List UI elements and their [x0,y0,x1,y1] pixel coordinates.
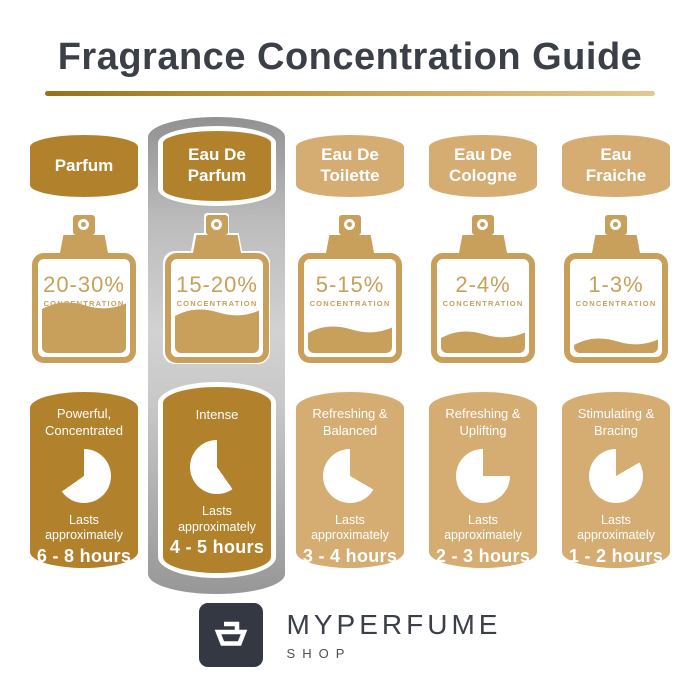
liquid-fill [574,338,658,353]
scent-profile: Refreshing & Uplifting [445,406,521,438]
duration-value: 1 - 2 hours [568,546,664,567]
nozzle-ring-icon [610,219,621,230]
duration-value: 2 - 3 hours [435,546,531,567]
bottle-body: 5-15% CONCENTRATION [298,253,402,363]
duration-card: Refreshing & Balanced Lasts approximatel… [296,392,404,568]
nozzle-ring-icon [344,219,355,230]
concentration-caption: CONCENTRATION [309,299,391,308]
scent-profile: Stimulating & Bracing [577,406,655,438]
scent-profile: Powerful, Concentrated [44,406,124,438]
lasts-caption: Lasts approximately [444,512,522,543]
perfume-bottle-icon: 15-20% CONCENTRATION [165,215,269,363]
spray-nozzle-icon [206,215,228,235]
bottle-neck [193,235,241,253]
column-eau-de-toilette: Eau De Toilette 5-15% CONCENTRATION Refr… [296,118,404,596]
nozzle-ring-icon [477,219,488,230]
concentration-caption: CONCENTRATION [442,299,524,308]
fragrance-type-label: Eau De Toilette [296,135,404,197]
liquid-wave-icon [175,309,259,317]
perfume-bottle-icon: 2-4% CONCENTRATION [431,215,535,363]
nozzle-ring-icon [211,219,222,230]
bottle-body: 20-30% CONCENTRATION [32,253,136,363]
column-parfum: Parfum 20-30% CONCENTRATION Powerful, Co… [30,118,138,596]
bottle-neck [459,235,507,253]
duration-value: 4 - 5 hours [169,537,265,558]
lasts-caption: Lasts approximately [577,512,655,543]
liquid-fill [175,309,259,353]
spray-nozzle-icon [339,215,361,235]
duration-card: Refreshing & Uplifting Lasts approximate… [429,392,537,568]
title-underline [45,91,655,96]
concentration-value: 20-30% [43,272,125,297]
brand-footer: MYPERFUME SHOP [0,603,700,667]
spray-nozzle-icon [73,215,95,235]
lasts-caption: Lasts approximately [311,512,389,543]
liquid-wave-icon [574,338,658,347]
bottle-body: 1-3% CONCENTRATION [564,253,668,363]
bottle-neck [60,235,108,253]
fragrance-type-label: Eau De Parfum [163,131,271,201]
fragrance-type-label: Eau Fraiche [562,135,670,197]
brand-name: MYPERFUME [286,609,502,640]
concentration-value: 15-20% [176,272,258,297]
nozzle-ring-icon [78,219,89,230]
fragrance-type-label: Eau De Cologne [429,135,537,197]
liquid-wave-icon [441,331,525,340]
lasts-caption: Lasts approximately [45,512,123,543]
brand-logo-icon [198,603,263,667]
bottle-body: 2-4% CONCENTRATION [431,253,535,363]
concentration-caption: CONCENTRATION [575,299,657,308]
duration-card: Stimulating & Bracing Lasts approximatel… [562,392,670,568]
concentration-caption: CONCENTRATION [176,299,258,308]
column-eau-fraiche: Eau Fraiche 1-3% CONCENTRATION Stimulati… [562,118,670,596]
duration-card: Intense Lasts approximately 4 - 5 hours [163,387,271,573]
perfume-bottle-icon: 5-15% CONCENTRATION [298,215,402,363]
liquid-fill [441,331,525,353]
liquid-wave-icon [308,326,392,335]
page-title: Fragrance Concentration Guide [57,36,643,78]
concentration-value: 5-15% [315,272,385,297]
bottle-neck [326,235,374,253]
spray-nozzle-icon [605,215,627,235]
spray-nozzle-icon [472,215,494,235]
bottle-body: 15-20% CONCENTRATION [165,253,269,363]
perfume-bottle-icon: 1-3% CONCENTRATION [564,215,668,363]
duration-value: 3 - 4 hours [302,546,398,567]
perfume-box-glyph-icon [214,621,247,646]
liquid-fill [308,326,392,353]
concentration-caption: CONCENTRATION [43,299,125,308]
liquid-fill [42,302,126,353]
clock-pie-icon [57,448,111,503]
bottle-neck [592,235,640,253]
clock-pie-icon [456,448,510,503]
concentration-value: 1-3% [588,272,644,297]
perfume-bottle-icon: 20-30% CONCENTRATION [32,215,136,363]
duration-card: Powerful, Concentrated Lasts approximate… [30,392,138,568]
column-eau-de-parfum: Eau De Parfum 15-20% CONCENTRATION Inten… [163,118,271,596]
column-eau-de-cologne: Eau De Cologne 2-4% CONCENTRATION Refres… [429,118,537,596]
brand-subtitle: SHOP [286,646,352,661]
clock-pie-icon [323,448,377,503]
clock-pie-icon [190,439,244,494]
liquid-wave-icon [42,302,126,310]
brand-text-block: MYPERFUME SHOP [287,609,502,661]
concentration-value: 2-4% [455,272,511,297]
scent-profile: Intense [195,407,239,422]
duration-value: 6 - 8 hours [36,546,132,567]
lasts-caption: Lasts approximately [178,503,256,534]
scent-profile: Refreshing & Balanced [312,406,388,438]
clock-pie-icon [589,448,643,503]
fragrance-type-label: Parfum [30,135,138,197]
